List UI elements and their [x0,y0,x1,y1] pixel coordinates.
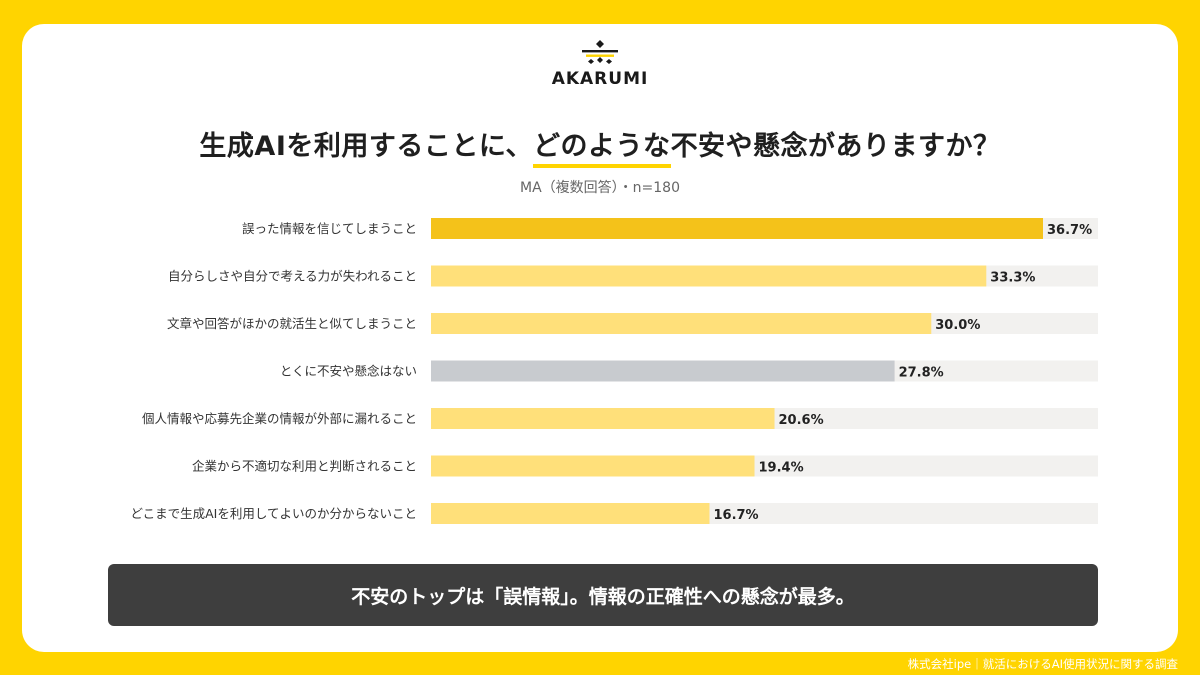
chart-title-part2: 不安や懸念がありますか？ [670,131,1001,162]
chart-subtitle: MA（複数回答）・n=180 [520,180,680,196]
category-label: 文章や回答がほかの就活生と似てしまうこと [167,316,417,331]
chart-title: 生成AIを利用することに、どのような不安や懸念がありますか？ [22,124,1178,168]
value-label: 30.0% [935,318,980,333]
summary-banner: 不安のトップは「誤情報」。情報の正確性への懸念が最多。 [108,564,1098,626]
value-label: 27.8% [899,366,944,381]
category-label: 自分らしさや自分で考える力が失われること [168,269,417,284]
category-label: 誤った情報を信じてしまうこと [242,221,417,236]
brand-logo: AKARUMI [22,40,1178,104]
category-label: 個人情報や応募先企業の情報が外部に漏れること [142,411,417,426]
value-label: 19.4% [759,461,804,476]
akarumi-logo-icon [582,40,618,64]
brand-name: AKARUMI [551,69,649,89]
source-credit: 株式会社ipe｜就活におけるAI使用状況に関する調査 [907,657,1178,671]
chart-title-highlight: どのような [533,131,671,168]
category-label: 企業から不適切な利用と判断されること [192,459,417,474]
bar [431,408,775,429]
bar [431,360,895,382]
bar [431,503,710,524]
value-label: 16.7% [713,508,758,523]
chart-title-part1: 生成AIを利用することに、 [199,131,534,162]
summary-text: 不安のトップは「誤情報」。情報の正確性への懸念が最多。 [351,585,855,608]
value-label: 33.3% [990,271,1035,286]
bar [431,265,987,287]
chart-card: AKARUMI 生成AIを利用することに、どのような不安や懸念がありますか？ M… [22,24,1178,652]
bar [431,313,932,334]
value-label: 36.7% [1047,223,1092,238]
category-label: とくに不安や懸念はない [280,364,417,379]
bar [431,218,1043,239]
bar-chart: 誤った情報を信じてしまうこと 36.7% 自分らしさや自分で考える力が失われること 3… [131,218,1098,524]
bar [431,455,755,477]
category-label: どこまで生成AIを利用してよいのか分からないこと [131,506,418,521]
value-label: 20.6% [779,413,824,428]
